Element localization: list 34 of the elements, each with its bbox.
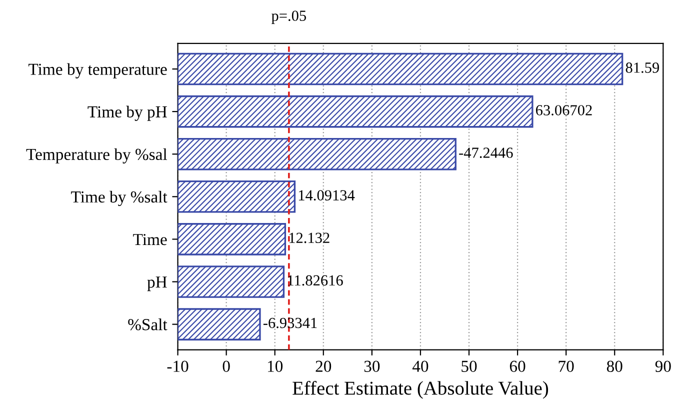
ref-line-label: p=.05 xyxy=(272,10,306,24)
annotation: 81.59 xyxy=(626,62,659,73)
x-tick-label: -10 xyxy=(167,360,188,372)
annotation: 14.09134 xyxy=(298,190,355,201)
x-tick-label: 40 xyxy=(412,360,428,372)
x-tick-label: 10 xyxy=(268,360,283,372)
x-tick-label: 0 xyxy=(222,360,230,372)
y-tick-label: pH xyxy=(147,276,167,292)
x-tick-label: 30 xyxy=(364,360,380,372)
x-tick-label: 80 xyxy=(606,360,622,372)
x-tick-label: 50 xyxy=(462,360,477,372)
x-tick-label: 90 xyxy=(655,360,671,372)
x-tick-label: 20 xyxy=(316,360,332,372)
annotation: 11.82616 xyxy=(288,275,343,286)
x-tick-label: 60 xyxy=(510,360,526,372)
x-axis-title: Effect Estimate (Absolute Value) xyxy=(292,380,548,399)
bar xyxy=(178,223,286,256)
bar xyxy=(178,52,624,86)
x-tick-label: 70 xyxy=(558,360,574,372)
bar xyxy=(178,138,456,170)
annotation: 12.132 xyxy=(289,232,330,244)
bar xyxy=(178,308,261,340)
y-tick-label: Time by %salt xyxy=(71,190,168,206)
y-tick-label: Time by pH xyxy=(88,106,167,121)
bar xyxy=(178,95,534,128)
bar xyxy=(178,266,285,298)
y-tick-label: %Salt xyxy=(128,318,168,330)
annotation: -6.93341 xyxy=(263,318,317,328)
annotation: 63.06702 xyxy=(536,105,592,116)
annotation: -47.2446 xyxy=(459,148,513,158)
y-tick-label: Time xyxy=(133,234,167,246)
bar xyxy=(178,180,296,213)
y-tick-label: Temperature by %sal xyxy=(26,148,168,164)
y-tick-label: Time by temperature xyxy=(28,63,167,78)
